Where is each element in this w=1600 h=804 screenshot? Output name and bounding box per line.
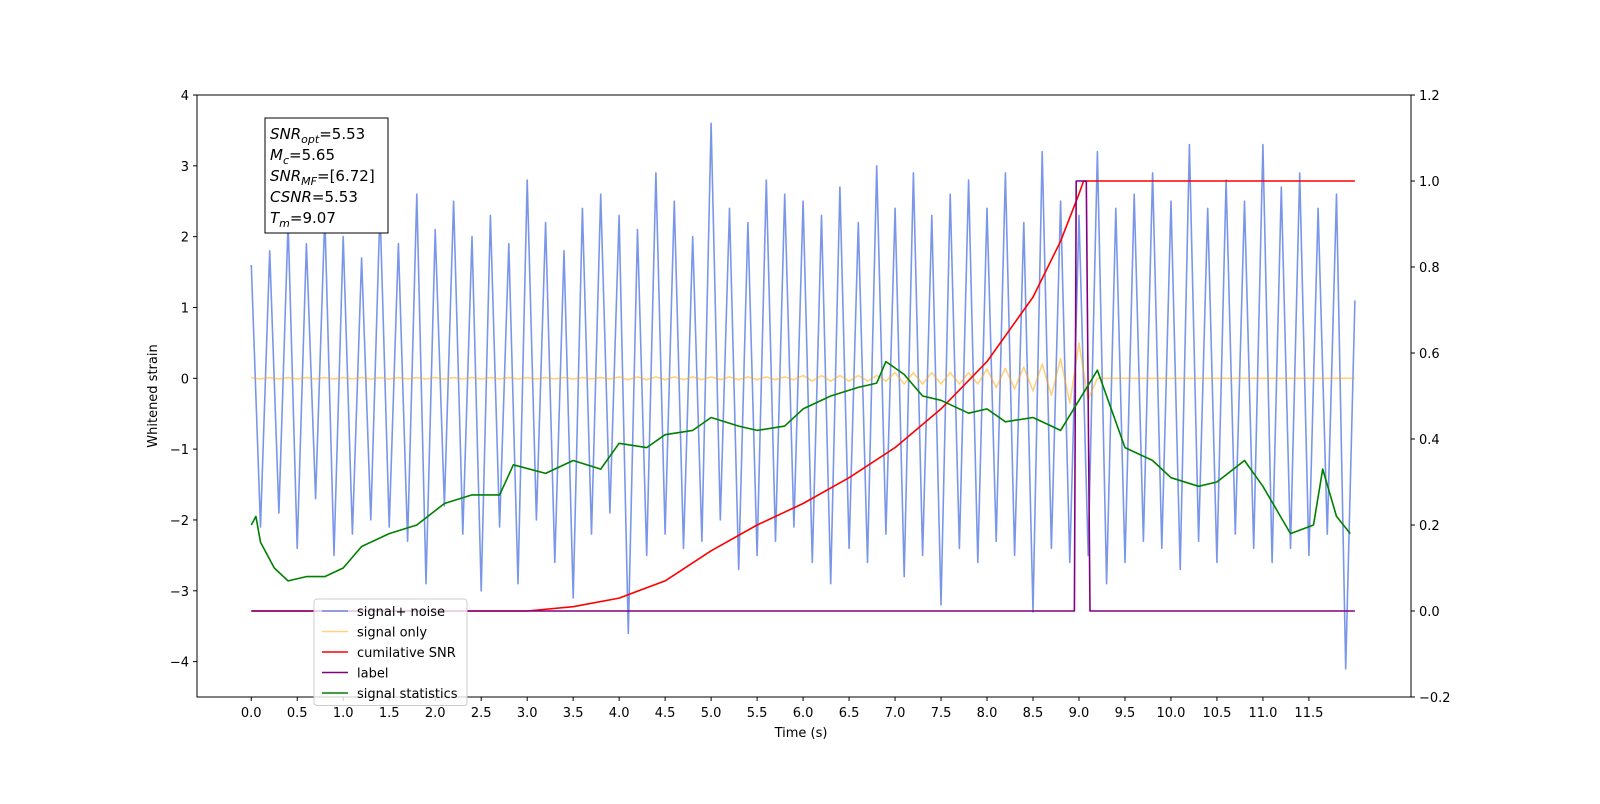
y2-tick-label: 0.8 (1419, 261, 1440, 276)
y2-tick-label: 0.2 (1419, 519, 1440, 534)
annotation-value: =[6.72] (317, 167, 375, 185)
x-tick-label: 3.0 (517, 706, 538, 721)
annotation: SNRopt=5.53Mc=5.65SNRMF=[6.72]CSNR=5.53T… (264, 117, 389, 234)
y-tick-label: 4 (181, 89, 189, 104)
annotation-sub: m (279, 217, 290, 230)
y-tick-label: −1 (170, 443, 189, 458)
annotation-line: SNRopt=5.53 (270, 125, 365, 146)
x-tick-label: 1.5 (379, 706, 400, 721)
legend-label: signal only (357, 626, 427, 641)
annotation-main: T (270, 209, 281, 227)
x-tick-label: 1.0 (333, 706, 354, 721)
plot-frame (196, 94, 1412, 698)
x-tick-label: 9.0 (1069, 706, 1090, 721)
legend: signal+ noise signal only cumilative SNR la… (313, 598, 468, 706)
annotation-line: Mc=5.65 (270, 146, 335, 167)
series-line (251, 180, 1355, 612)
y-tick-label: −2 (170, 514, 189, 529)
x-tick-label: 0.0 (241, 706, 262, 721)
plot-area (250, 122, 1356, 670)
x-tick-label: 2.0 (425, 706, 446, 721)
annotation-line: CSNR=5.53 (270, 188, 358, 206)
series-line (250, 122, 1356, 670)
annotation-main: M (270, 146, 283, 164)
y-tick-label: 0 (181, 372, 189, 387)
annotation-main: CSNR (270, 188, 312, 206)
x-tick-label: 4.0 (609, 706, 630, 721)
legend-label: signal+ noise (357, 605, 445, 620)
x-tick-label: 0.5 (287, 706, 308, 721)
x-axis-label: Time (s) (774, 726, 828, 741)
y2-tick-label: 1.0 (1419, 175, 1440, 190)
x-tick-label: 11.5 (1294, 706, 1323, 721)
annotation-main: SNR (270, 125, 301, 143)
x-tick-label: 6.0 (793, 706, 814, 721)
annotation-value: =5.53 (319, 125, 365, 143)
legend-label: signal statistics (357, 687, 458, 702)
x-tick-label: 10.5 (1202, 706, 1231, 721)
y2-tick-label: 0.0 (1419, 605, 1440, 620)
annotation-line: SNRMF=[6.72] (270, 167, 375, 188)
x-tick-label: 7.0 (885, 706, 906, 721)
y-tick-label: −3 (170, 585, 189, 600)
annotation-main: SNR (270, 167, 301, 185)
annotation-box (264, 117, 389, 234)
y2-tick-label: 0.6 (1419, 347, 1440, 362)
y-tick-label: 3 (181, 160, 189, 175)
annotation-sub: c (283, 154, 289, 167)
series-line (250, 360, 1351, 582)
annotation-value: =9.07 (290, 209, 336, 227)
x-tick-label: 5.0 (701, 706, 722, 721)
y-axis-label: Whitened strain (146, 344, 161, 447)
x-tick-label: 7.5 (931, 706, 952, 721)
annotation-sub: MF (301, 175, 317, 188)
x-tick-label: 4.5 (655, 706, 676, 721)
x-tick-label: 9.5 (1115, 706, 1136, 721)
annotation-value: =5.65 (289, 146, 335, 164)
legend-label: label (357, 667, 388, 682)
series-line (251, 342, 1355, 404)
x-tick-label: 10.0 (1156, 706, 1185, 721)
x-tick-label: 3.5 (563, 706, 584, 721)
x-tick-label: 5.5 (747, 706, 768, 721)
y-tick-label: 2 (181, 231, 189, 246)
annotation-value: =5.53 (312, 188, 358, 206)
x-tick-label: 2.5 (471, 706, 492, 721)
series-line (251, 180, 1355, 612)
y2-tick-label: 0.4 (1419, 433, 1440, 448)
y-tick-label: −4 (170, 656, 189, 671)
x-tick-label: 11.0 (1248, 706, 1277, 721)
y2-tick-label: 1.2 (1419, 89, 1440, 104)
y-tick-label: 1 (181, 301, 189, 316)
legend-box (313, 598, 468, 706)
legend-label: cumilative SNR (357, 646, 456, 661)
annotation-sub: opt (301, 133, 320, 146)
x-tick-label: 8.5 (1023, 706, 1044, 721)
y2-tick-label: −0.2 (1419, 691, 1451, 706)
x-tick-label: 8.0 (977, 706, 998, 721)
annotation-line: Tm=9.07 (270, 209, 336, 230)
x-tick-label: 6.5 (839, 706, 860, 721)
